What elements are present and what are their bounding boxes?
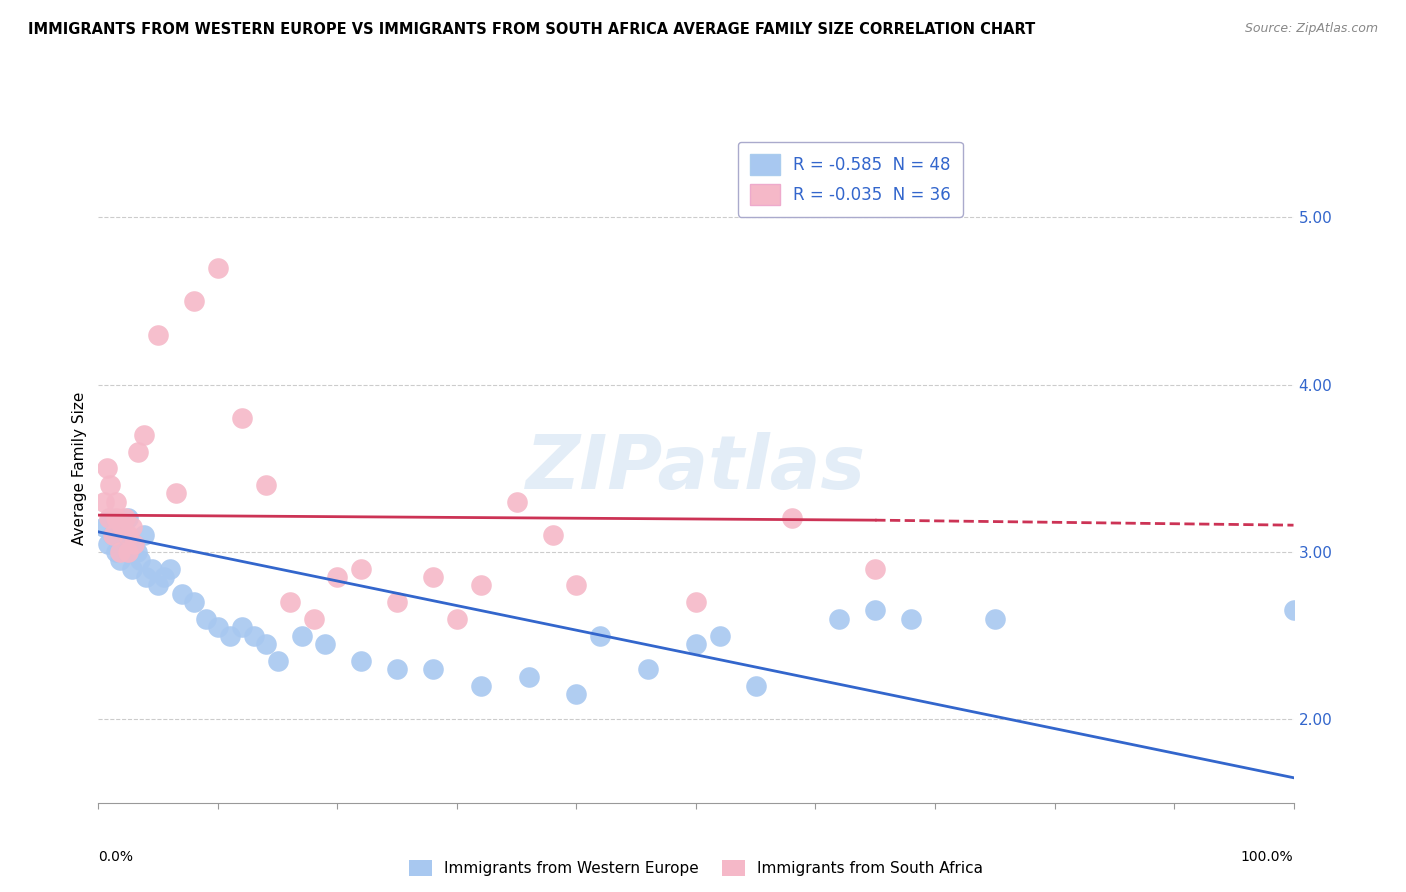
Point [117, 511, 139, 525]
Point [98, 511, 121, 525]
Point [121, 520, 143, 534]
Point [541, 528, 564, 542]
Point [278, 595, 301, 609]
Point [117, 528, 139, 542]
Point [135, 570, 157, 584]
Point [148, 327, 170, 342]
Point [96, 461, 118, 475]
Point [470, 679, 492, 693]
Point [153, 570, 176, 584]
Point [127, 444, 149, 458]
Point [685, 637, 707, 651]
Point [863, 562, 887, 576]
Point [709, 628, 731, 642]
Point [385, 662, 409, 676]
Point [148, 578, 170, 592]
Point [470, 578, 492, 592]
Point [207, 620, 229, 634]
Point [111, 520, 134, 534]
Point [111, 528, 134, 542]
Point [93, 495, 115, 509]
Point [506, 495, 529, 509]
Point [105, 520, 128, 534]
Point [114, 511, 136, 525]
Point [302, 612, 325, 626]
Point [780, 511, 803, 525]
Point [93, 520, 115, 534]
Point [291, 628, 314, 642]
Point [183, 294, 205, 309]
Point [101, 528, 124, 542]
Point [637, 662, 659, 676]
Point [165, 486, 187, 500]
Text: IMMIGRANTS FROM WESTERN EUROPE VS IMMIGRANTS FROM SOUTH AFRICA AVERAGE FAMILY SI: IMMIGRANTS FROM WESTERN EUROPE VS IMMIGR… [28, 22, 1035, 37]
Point [105, 545, 128, 559]
Point [315, 637, 337, 651]
Point [517, 670, 540, 684]
Point [117, 545, 139, 559]
Point [159, 562, 181, 576]
Point [129, 553, 152, 567]
Point [117, 545, 139, 559]
Point [828, 612, 851, 626]
Point [121, 562, 143, 576]
Point [114, 536, 136, 550]
Point [565, 687, 588, 701]
Point [124, 536, 146, 550]
Point [385, 595, 409, 609]
Point [98, 478, 122, 492]
Point [231, 411, 253, 425]
Point [863, 603, 887, 617]
Point [326, 570, 349, 584]
Point [984, 612, 1007, 626]
Text: 100.0%: 100.0% [1241, 849, 1294, 863]
Point [1282, 603, 1305, 617]
Point [125, 545, 148, 559]
Point [108, 545, 131, 559]
Point [172, 587, 194, 601]
Point [207, 260, 229, 275]
Point [267, 654, 290, 668]
Point [101, 528, 124, 542]
Point [350, 562, 373, 576]
Point [589, 628, 612, 642]
Point [745, 679, 768, 693]
Point [422, 570, 444, 584]
Point [194, 612, 218, 626]
Point [132, 528, 155, 542]
Point [900, 612, 922, 626]
Point [141, 562, 163, 576]
Point [219, 628, 242, 642]
Point [422, 662, 444, 676]
Point [243, 628, 266, 642]
Point [254, 637, 277, 651]
Point [183, 595, 205, 609]
Y-axis label: Average Family Size: Average Family Size [72, 392, 87, 545]
Text: ZIPatlas: ZIPatlas [526, 432, 866, 505]
Text: 0.0%: 0.0% [98, 849, 134, 863]
Point [350, 654, 373, 668]
Point [98, 511, 122, 525]
Point [124, 536, 146, 550]
Point [254, 478, 277, 492]
Point [685, 595, 707, 609]
Point [105, 495, 128, 509]
Text: Source: ZipAtlas.com: Source: ZipAtlas.com [1244, 22, 1378, 36]
Point [97, 536, 120, 550]
Legend: Immigrants from Western Europe, Immigrants from South Africa: Immigrants from Western Europe, Immigran… [404, 854, 988, 882]
Point [105, 511, 128, 525]
Point [565, 578, 588, 592]
Point [108, 553, 131, 567]
Point [132, 428, 155, 442]
Point [446, 612, 468, 626]
Point [231, 620, 253, 634]
